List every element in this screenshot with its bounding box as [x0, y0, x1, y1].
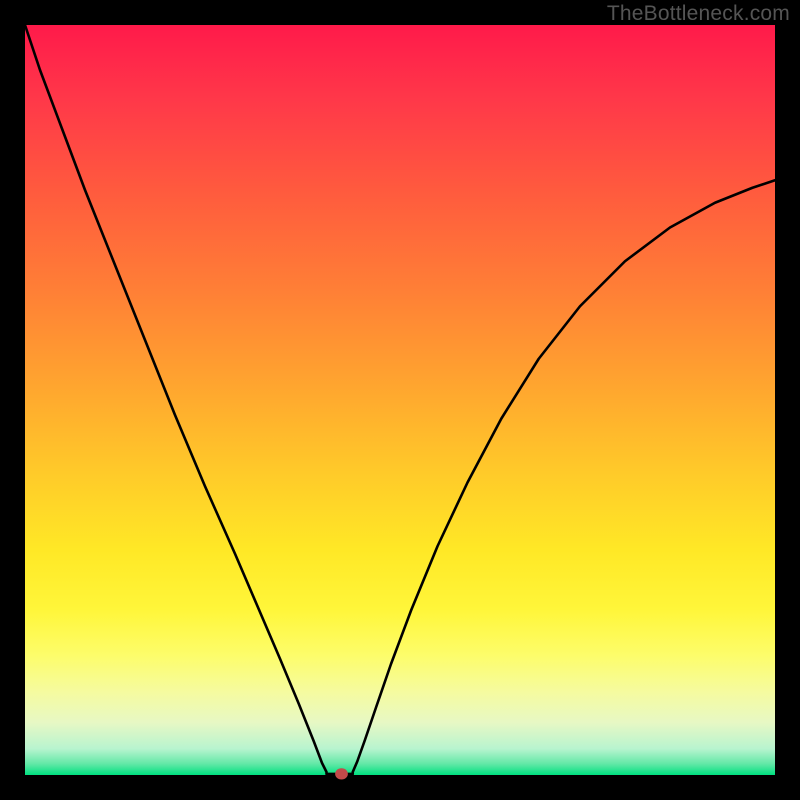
bottleneck-chart [0, 0, 800, 800]
chart-gradient-bg [25, 25, 775, 775]
watermark-text: TheBottleneck.com [607, 2, 790, 26]
optimal-point-marker [335, 768, 348, 779]
